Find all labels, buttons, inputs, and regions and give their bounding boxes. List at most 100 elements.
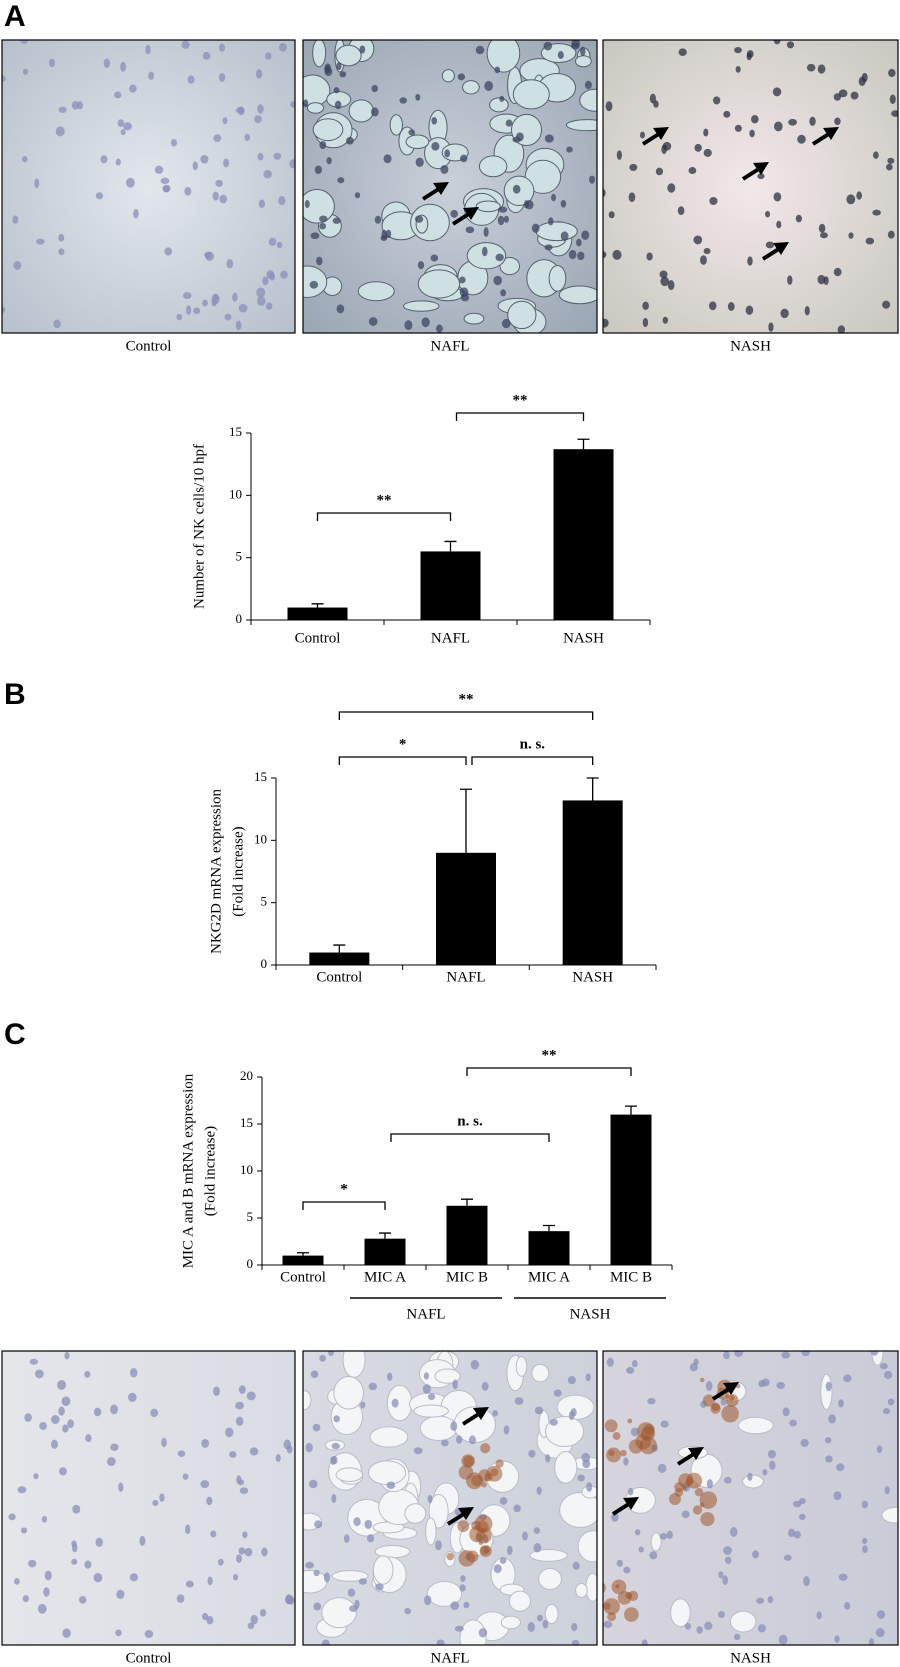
nucleus (548, 217, 554, 226)
nucleus (57, 1379, 67, 1390)
nucleus (817, 274, 826, 285)
nucleus (21, 156, 28, 163)
nucleus (289, 1596, 295, 1605)
nucleus (399, 97, 407, 104)
stain (463, 1455, 475, 1467)
nucleus (667, 280, 675, 291)
stain (603, 1582, 606, 1594)
nucleus (257, 152, 264, 161)
nucleus (772, 87, 782, 97)
nucleus (324, 63, 332, 74)
nucleus (495, 253, 504, 262)
nucleus (536, 1614, 544, 1622)
vacuole (508, 1590, 532, 1612)
arrow-head (753, 162, 769, 175)
nucleus (856, 191, 862, 200)
nucleus (481, 246, 488, 257)
nucleus (202, 51, 211, 60)
error-bar (577, 438, 590, 450)
arrow-head (458, 1507, 474, 1520)
x-tick-label: MIC B (446, 1269, 488, 1285)
micrograph (2, 40, 295, 333)
nucleus (212, 191, 219, 201)
nucleus (505, 119, 513, 127)
nucleus (431, 116, 438, 125)
arrow-head (433, 182, 449, 195)
nucleus (817, 64, 826, 74)
nucleus (804, 306, 810, 316)
nucleus (206, 1496, 213, 1506)
nucleus (444, 149, 450, 158)
nucleus (371, 84, 378, 93)
arrow-head (823, 127, 839, 140)
nucleus (353, 1517, 361, 1527)
nucleus (582, 1459, 591, 1469)
vacuole (579, 88, 597, 112)
nucleus (436, 1639, 445, 1645)
nucleus (627, 1487, 634, 1496)
nucleus (641, 1639, 648, 1645)
nucleus (833, 93, 842, 101)
nucleus (238, 303, 248, 313)
nucleus (696, 1626, 703, 1634)
nucleus (24, 1413, 32, 1422)
nucleus (28, 1559, 37, 1568)
nucleus (236, 1554, 242, 1563)
nucleus (688, 167, 697, 174)
y-axis-label: MIC A and B mRNA expression (180, 1073, 196, 1268)
nucleus (579, 46, 586, 57)
nucleus (722, 1575, 729, 1585)
stain (627, 1418, 633, 1424)
nucleus (423, 1372, 430, 1380)
nucleus (757, 173, 765, 180)
nucleus (634, 1529, 641, 1536)
y-tick-label: 10 (229, 486, 242, 501)
stain (446, 1552, 455, 1561)
micrograph-border (1, 39, 296, 334)
nucleus (662, 141, 672, 151)
nucleus (570, 1408, 577, 1417)
nucleus (681, 1510, 690, 1519)
panel-letter: B (4, 678, 26, 711)
nucleus (762, 1469, 768, 1476)
nucleus (177, 1450, 186, 1458)
nucleus (334, 100, 342, 110)
nucleus (792, 1500, 802, 1508)
nucleus (703, 148, 712, 157)
nucleus (343, 1534, 350, 1543)
nucleus (347, 1588, 356, 1597)
nucleus (192, 161, 198, 171)
nucleus (884, 1486, 890, 1495)
nucleus (346, 136, 354, 145)
vacuole (335, 1467, 364, 1482)
arrow-head (653, 127, 669, 140)
nucleus (816, 1611, 822, 1620)
micrograph (303, 40, 597, 333)
stain (692, 1505, 703, 1515)
nucleus (605, 101, 613, 112)
nucleus (460, 1575, 466, 1582)
vacuole (565, 119, 597, 132)
stain (641, 1426, 656, 1441)
y-axis-label: (Fold increase) (202, 1126, 218, 1216)
nucleus (450, 209, 458, 218)
nucleus (58, 106, 67, 113)
nucleus (308, 1479, 318, 1489)
nucleus (118, 1482, 124, 1492)
nucleus (160, 177, 170, 184)
nucleus (545, 1454, 551, 1463)
nucleus (276, 241, 283, 249)
nucleus (280, 270, 288, 279)
stain (623, 1607, 639, 1622)
nucleus (148, 71, 154, 80)
micrograph-border (302, 1350, 598, 1646)
error-bar (586, 777, 599, 801)
nucleus (522, 1531, 528, 1541)
nucleus (316, 256, 323, 266)
nucleus (43, 1587, 50, 1597)
nucleus (58, 1406, 65, 1416)
nucleus (29, 1358, 39, 1365)
caption: NAFL (430, 1650, 469, 1666)
nucleus (828, 1414, 836, 1424)
stain (481, 1481, 487, 1488)
